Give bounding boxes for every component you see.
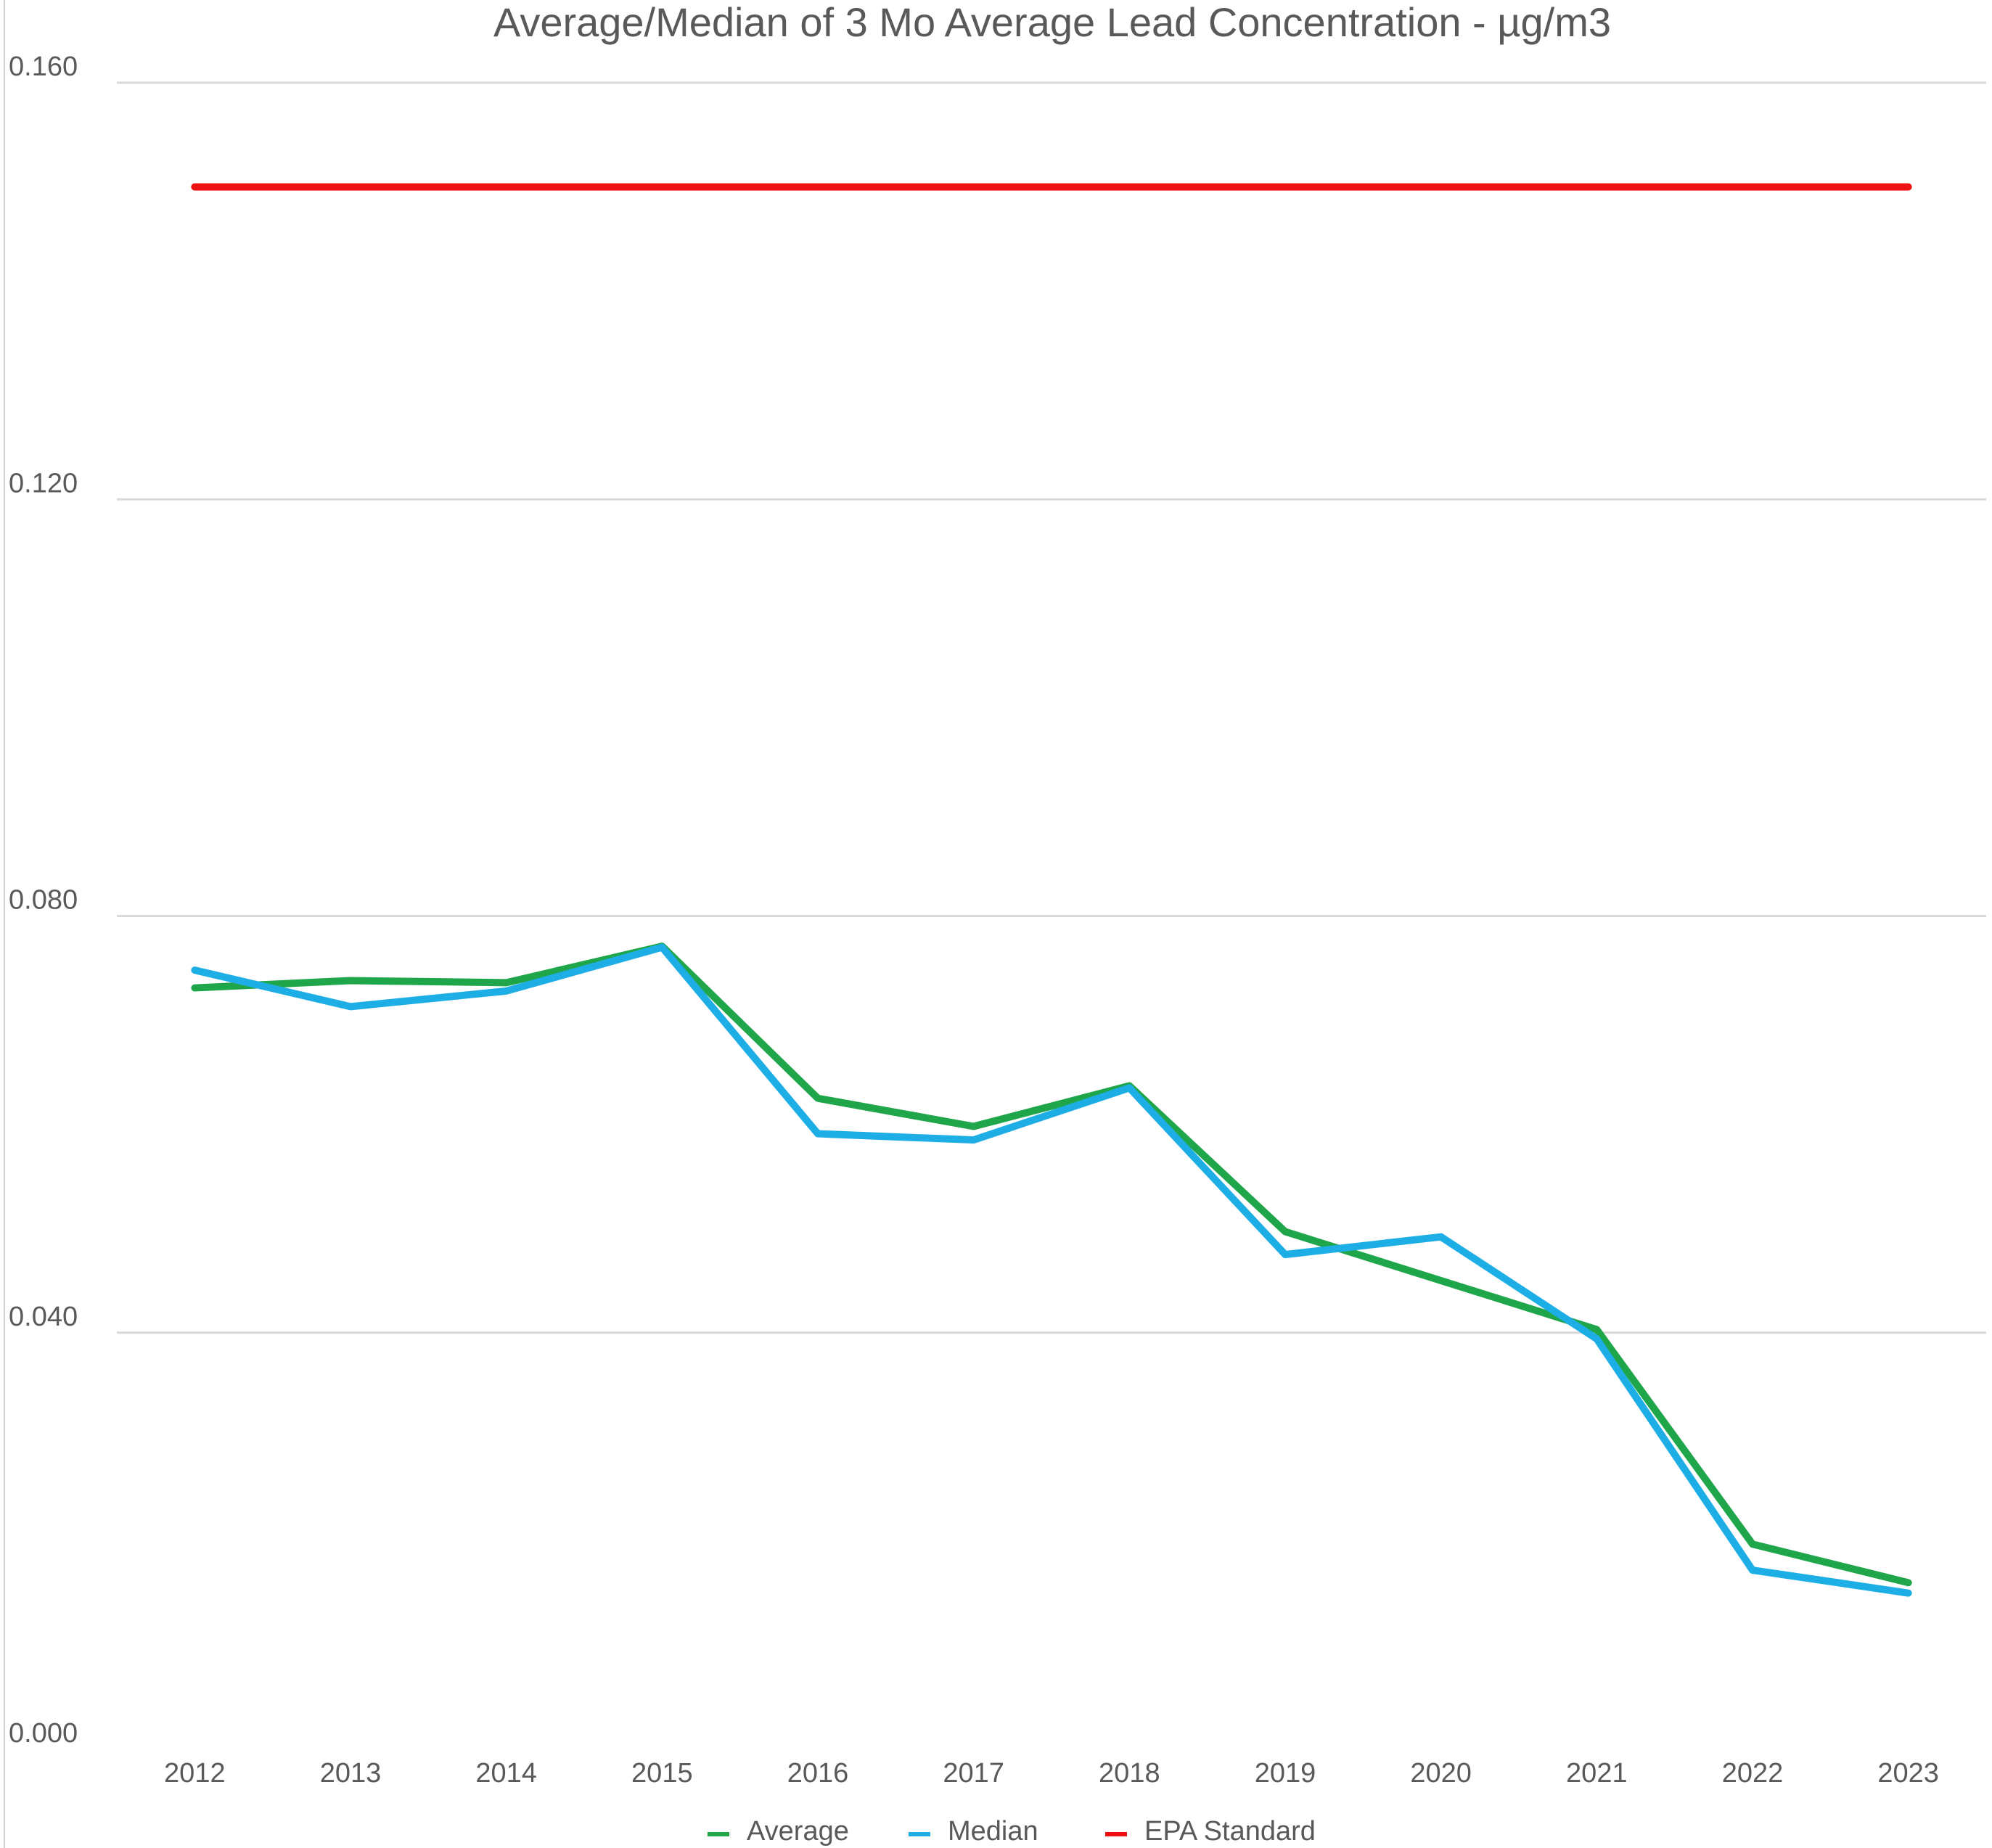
series-line <box>191 943 1912 1597</box>
x-tick-label: 2018 <box>1099 1758 1160 1789</box>
y-tick-label: 0.160 <box>9 52 78 82</box>
x-tick-label: 2014 <box>475 1758 537 1789</box>
x-tick-label: 2019 <box>1255 1758 1316 1789</box>
x-tick-label: 2023 <box>1877 1758 1939 1789</box>
legend-label: EPA Standard <box>1144 1816 1316 1847</box>
x-tick-label: 2017 <box>943 1758 1004 1789</box>
y-tick-label: 0.040 <box>9 1302 78 1332</box>
x-tick-label: 2020 <box>1410 1758 1472 1789</box>
y-tick-label: 0.080 <box>9 885 78 916</box>
legend-label: Median <box>948 1816 1038 1847</box>
x-tick-label: 2013 <box>320 1758 382 1789</box>
chart-title: Average/Median of 3 Mo Average Lead Conc… <box>493 0 1611 45</box>
x-tick-label: 2015 <box>631 1758 693 1789</box>
legend-label: Average <box>747 1816 849 1847</box>
x-tick-label: 2016 <box>787 1758 849 1789</box>
x-tick-label: 2021 <box>1566 1758 1628 1789</box>
x-tick-label: 2022 <box>1722 1758 1784 1789</box>
series-line <box>191 943 1912 1587</box>
x-tick-label: 2012 <box>164 1758 226 1789</box>
y-tick-label: 0.120 <box>9 468 78 498</box>
y-tick-label: 0.000 <box>9 1718 78 1749</box>
